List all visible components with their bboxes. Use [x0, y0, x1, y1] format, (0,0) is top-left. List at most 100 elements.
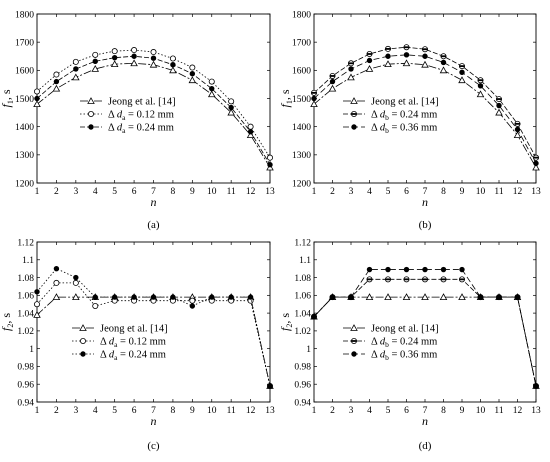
x-tick-label: 13	[531, 406, 541, 416]
data-point	[439, 66, 448, 74]
legend: Jeong et al. [14]Δ db = 0.24 mmΔ db = 0.…	[343, 324, 439, 362]
y-tick-label: 1700	[15, 38, 34, 48]
data-point	[189, 71, 196, 77]
data-point	[347, 60, 354, 67]
x-tick-label: 5	[112, 406, 117, 416]
x-tick-label: 3	[73, 187, 78, 197]
x-tick-label: 7	[423, 187, 428, 197]
x-axis-label: n	[422, 195, 428, 209]
data-point	[169, 66, 177, 74]
data-point	[247, 294, 254, 300]
data-point	[34, 88, 41, 95]
data-point-bar	[385, 278, 391, 281]
data-point	[150, 49, 157, 56]
data-point	[34, 301, 41, 308]
data-point	[52, 293, 61, 300]
data-point	[131, 47, 138, 54]
y-axis-label-sub: 2	[6, 324, 15, 328]
y-tick-label: 0.98	[294, 363, 311, 373]
legend-entry: Jeong et al. [14]	[371, 97, 439, 108]
series-2	[311, 52, 539, 166]
y-axis-label: f1, s	[278, 89, 294, 107]
data-point	[459, 69, 465, 76]
data-point	[130, 59, 138, 67]
x-tick-label: 7	[423, 406, 428, 416]
series-0	[33, 59, 274, 171]
y-axis-label-sub: 2	[285, 324, 294, 328]
y-tick-label: 1200	[292, 179, 311, 189]
legend-entry-suffix: = 0.24 mm	[389, 337, 438, 348]
x-tick-label: 8	[171, 187, 176, 197]
legend-entry: Δ db = 0.36 mm	[371, 123, 437, 136]
x-tick-label: 9	[460, 187, 465, 197]
data-point	[310, 89, 317, 96]
data-point	[514, 120, 521, 127]
x-tick-label: 7	[151, 187, 156, 197]
data-point	[384, 293, 392, 300]
legend-entry-prefix: Δ	[371, 337, 380, 348]
data-point-bar	[348, 62, 354, 65]
data-point-bar	[459, 65, 465, 68]
data-point	[189, 303, 196, 309]
x-tick-label: 4	[93, 187, 98, 197]
legend-entry: Δ db = 0.24 mm	[371, 337, 437, 350]
legend-entry-sub: a	[114, 353, 118, 362]
y-tick-label: 0.96	[17, 381, 34, 391]
legend: Jeong et al. [14]Δ da = 0.12 mmΔ da = 0.…	[72, 324, 168, 362]
x-tick-label: 10	[207, 187, 217, 197]
legend-marker	[87, 97, 95, 104]
data-point	[365, 293, 374, 300]
legend-marker	[350, 324, 358, 331]
series-0	[310, 59, 540, 171]
data-point	[329, 78, 336, 85]
y-axis-label-main: f	[278, 103, 292, 108]
x-tick-label: 4	[93, 406, 98, 416]
x-tick-label: 8	[441, 406, 446, 416]
x-tick-label: 12	[246, 187, 256, 197]
data-point	[111, 294, 118, 300]
data-point	[384, 276, 391, 283]
x-tick-label: 10	[207, 406, 217, 416]
legend: Jeong et al. [14]Δ da = 0.12 mmΔ da = 0.…	[80, 97, 176, 135]
data-point-bar	[422, 48, 428, 51]
panel-caption: (a)	[147, 219, 160, 231]
y-tick-label: 1600	[15, 67, 34, 77]
data-point	[92, 58, 98, 65]
data-point	[458, 276, 465, 283]
legend-entry-suffix: = 0.12 mm	[125, 110, 174, 121]
data-point	[72, 279, 79, 286]
data-point	[403, 52, 410, 58]
data-point	[347, 73, 355, 81]
data-point	[111, 48, 118, 55]
panel-caption: (d)	[419, 440, 432, 452]
legend-entry-prefix: Δ	[108, 123, 117, 134]
data-point	[73, 274, 79, 281]
data-point	[329, 294, 336, 300]
x-tick-label: 2	[330, 406, 335, 416]
data-point	[458, 293, 466, 300]
y-tick-label: 1.08	[17, 274, 34, 284]
legend-entry: Δ db = 0.24 mm	[371, 110, 437, 123]
data-point	[440, 276, 447, 283]
data-point	[228, 104, 234, 111]
data-point	[459, 266, 465, 273]
data-point	[513, 131, 522, 138]
data-point-bar	[514, 122, 521, 125]
legend-entry: Jeong et al. [14]	[108, 97, 176, 108]
data-point	[458, 76, 466, 84]
data-point	[403, 276, 410, 283]
x-tick-label: 1	[35, 187, 40, 197]
data-point	[110, 60, 119, 68]
legend-entry: Δ da = 0.12 mm	[108, 110, 174, 123]
legend-entry-prefix: Δ	[371, 123, 380, 134]
legend-entry-sub: a	[114, 340, 118, 349]
data-point	[228, 294, 234, 300]
data-point	[188, 76, 197, 84]
plot-frame	[313, 241, 537, 403]
x-tick-label: 6	[404, 406, 409, 416]
data-point	[33, 100, 41, 108]
chart-panel-b: 1 2 3 4 5 6 7 8 9 10 11 12 1312001300140015001600170…	[278, 10, 541, 231]
data-point	[267, 161, 273, 168]
x-tick-label: 11	[494, 187, 503, 197]
data-point	[72, 58, 79, 65]
